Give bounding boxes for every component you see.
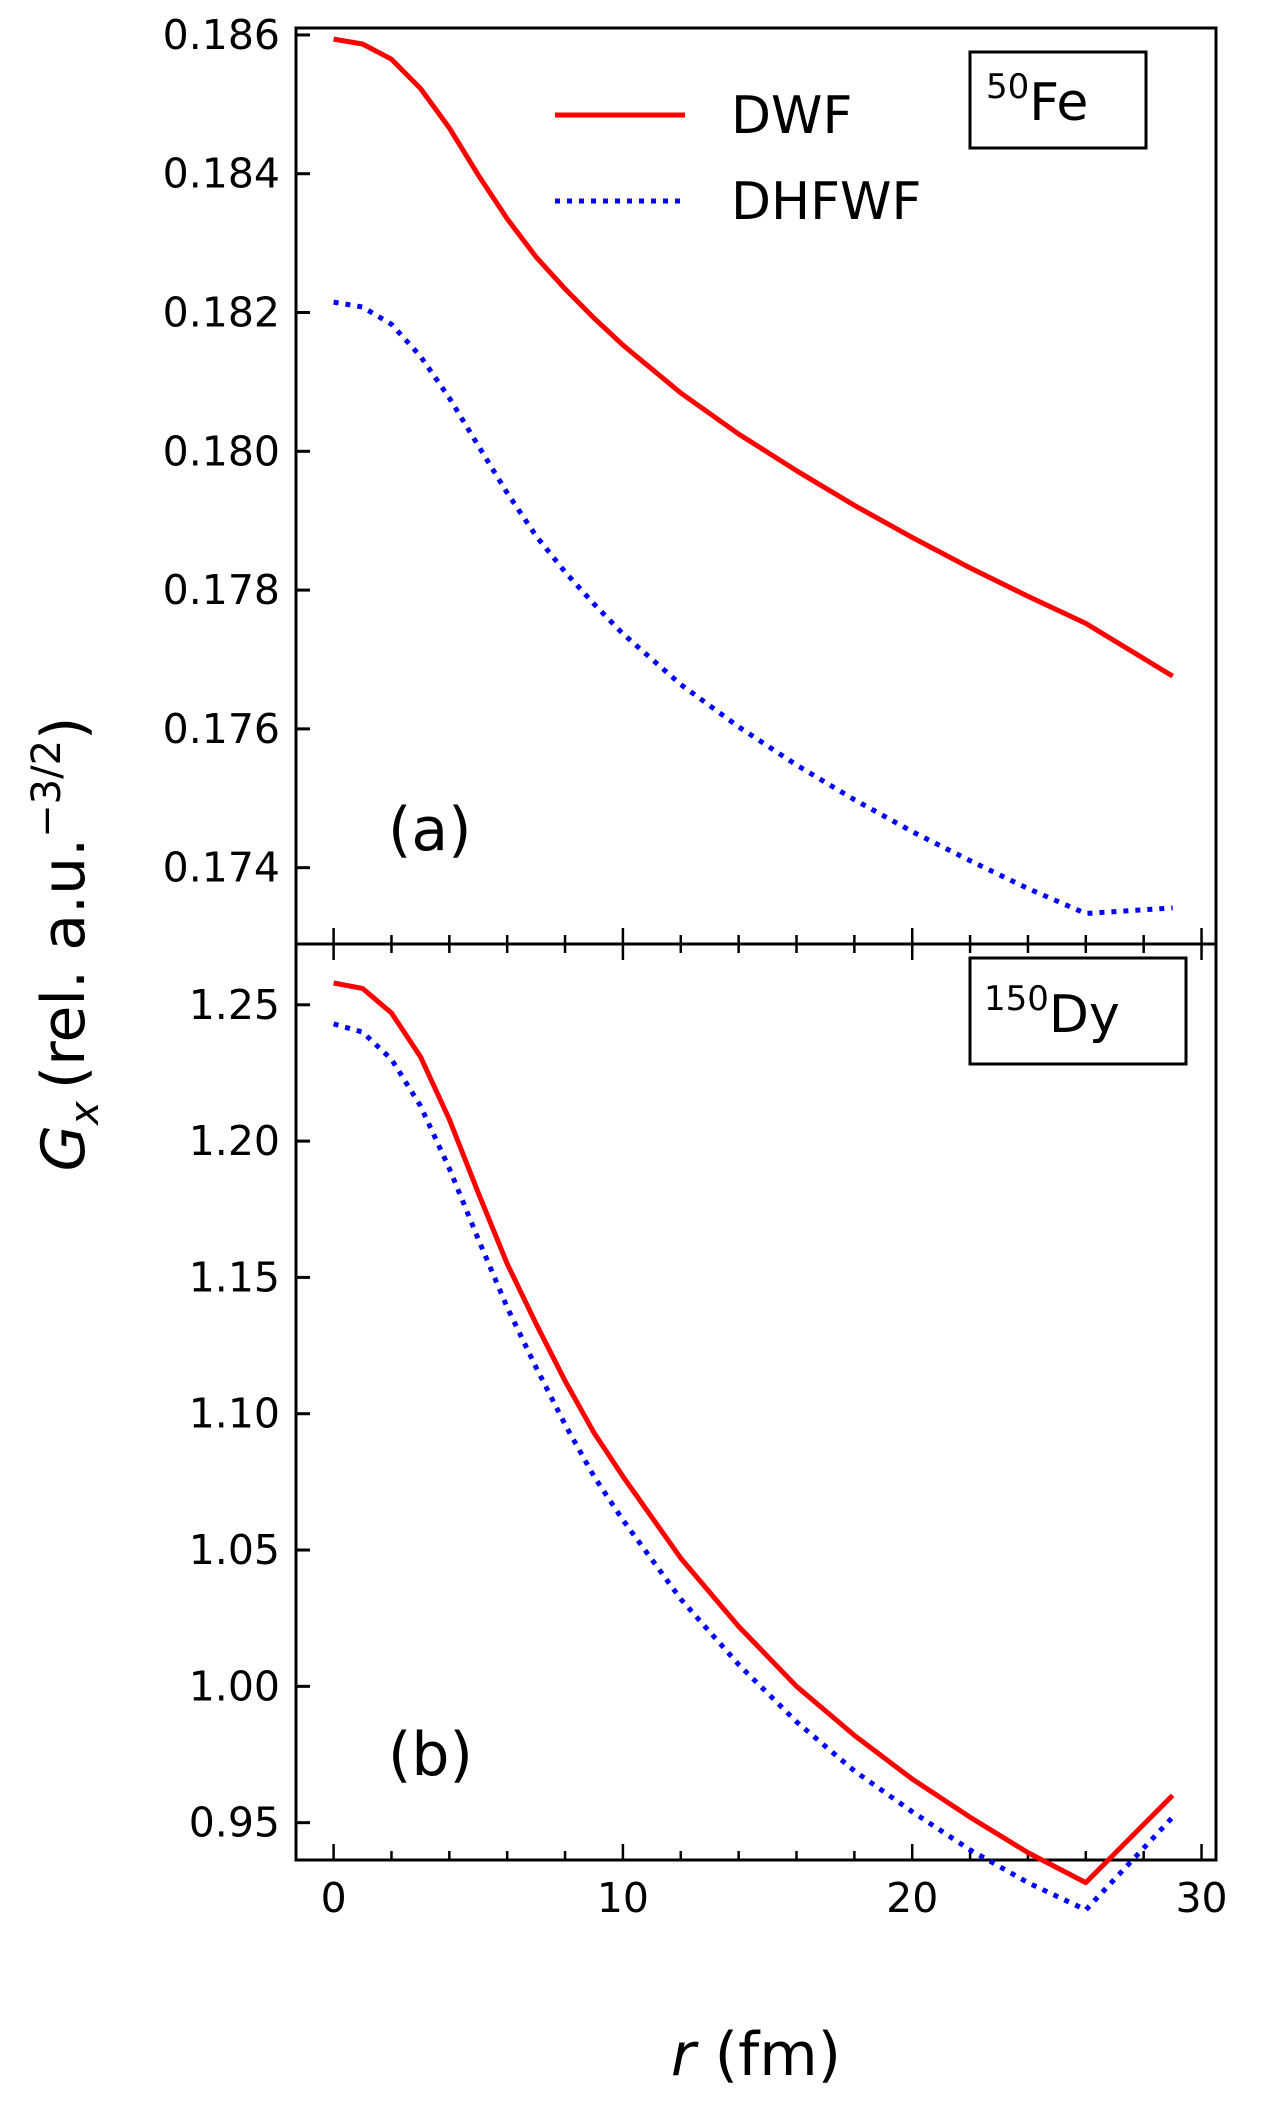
- y-axis-units: (rel. a.u.: [29, 838, 99, 1089]
- y-tick-label-a-6: 0.186: [163, 11, 280, 59]
- y-axis-exponent: −3/2: [24, 740, 70, 838]
- y-axis-symbol: G: [29, 1125, 99, 1172]
- legend: DWF DHFWF: [555, 86, 921, 232]
- y-axis-label: Gx (rel. a.u.−3/2): [24, 717, 108, 1172]
- panel-b-lines: [332, 980, 1175, 1913]
- isotope-box-fe-frame: [968, 50, 1148, 150]
- y-tick-label-b-5: 1.20: [189, 1117, 280, 1165]
- series-line-a-dhfwf: [333, 299, 1173, 916]
- x-axis-units: (fm): [696, 2020, 841, 2090]
- y-tick-label-a-3: 0.180: [163, 427, 280, 475]
- y-tick-label-b-2: 1.05: [189, 1526, 280, 1574]
- y-tick-label-b-3: 1.10: [189, 1390, 280, 1438]
- panel-a-lines: [333, 36, 1174, 916]
- panel-b-ticks: 0.95 1.00 1.05 1.10 1.15 1.20 1.25 0 10 20 30: [189, 944, 1228, 1922]
- series-line-b-dwf: [333, 980, 1175, 1886]
- panel-label-b: (b): [388, 1720, 473, 1790]
- isotope-box-dy-frame: [968, 956, 1188, 1066]
- series-line-b-dhfwf: [332, 1021, 1175, 1913]
- x-tick-label-2: 20: [886, 1874, 938, 1922]
- y-tick-label-b-1: 1.00: [189, 1662, 280, 1710]
- y-tick-label-a-4: 0.182: [163, 289, 280, 337]
- y-tick-label-a-5: 0.184: [163, 150, 280, 198]
- y-tick-label-a-2: 0.178: [163, 566, 280, 614]
- x-tick-label-0: 0: [321, 1874, 347, 1922]
- isotope-label-fe: 50Fe: [986, 67, 1088, 133]
- x-tick-label-3: 30: [1175, 1874, 1227, 1922]
- isotope-mass-dy: 150: [984, 979, 1049, 1019]
- x-axis-label: r (fm): [671, 2020, 841, 2090]
- x-tick-label-1: 10: [597, 1874, 649, 1922]
- y-axis-close: ): [29, 717, 99, 740]
- isotope-symbol-fe: Fe: [1029, 73, 1088, 133]
- panel-a-ticks: 0.174 0.176 0.178 0.180 0.182 0.184 0.186: [163, 11, 1203, 944]
- y-tick-label-b-4: 1.15: [189, 1253, 280, 1301]
- y-tick-label-a-0: 0.174: [163, 844, 280, 892]
- y-tick-label-a-1: 0.176: [163, 705, 280, 753]
- isotope-mass-fe: 50: [986, 67, 1029, 107]
- panel-label-a: (a): [388, 795, 472, 865]
- series-line-a-dwf: [333, 36, 1174, 679]
- legend-dwf-label: DWF: [731, 86, 852, 146]
- panel-b-frame: [294, 942, 1218, 1862]
- y-axis-subscript: x: [62, 1101, 108, 1127]
- isotope-box-fe: 50Fe: [968, 50, 1148, 150]
- isotope-symbol-dy: Dy: [1049, 985, 1120, 1045]
- y-tick-label-b-0: 0.95: [189, 1799, 280, 1847]
- isotope-box-dy: 150Dy: [968, 956, 1188, 1066]
- legend-dhfwf-label: DHFWF: [731, 172, 921, 232]
- isotope-label-dy: 150Dy: [984, 979, 1120, 1045]
- y-tick-label-b-6: 1.25: [189, 981, 280, 1029]
- x-axis-symbol: r: [671, 2020, 699, 2090]
